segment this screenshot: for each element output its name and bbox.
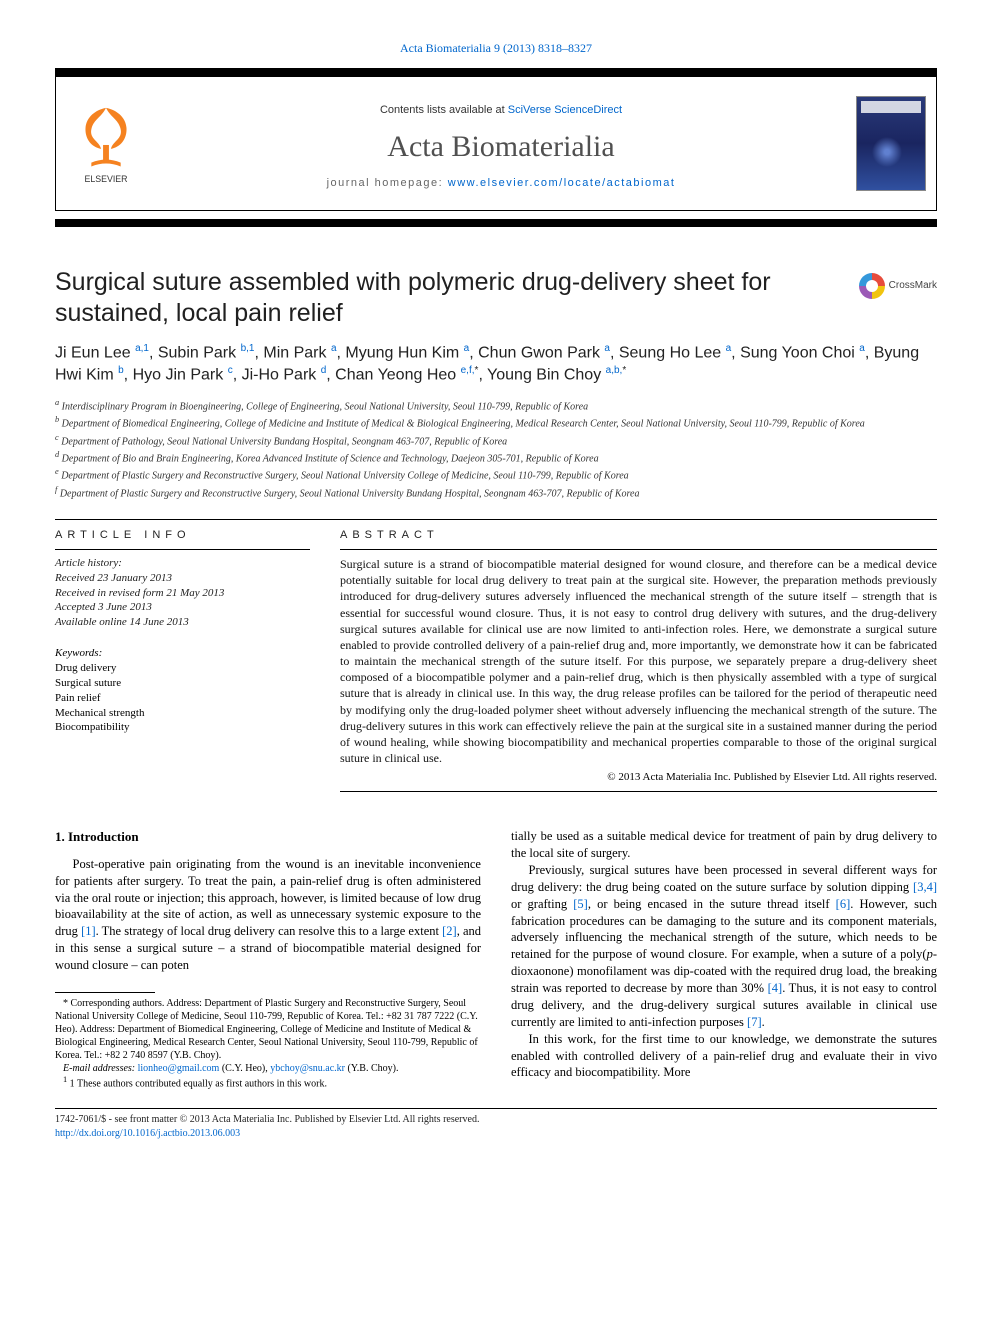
footnote-rule [55, 992, 155, 993]
keyword-item: Surgical suture [55, 676, 310, 691]
contents-prefix: Contents lists available at [380, 104, 508, 116]
article-title: Surgical suture assembled with polymeric… [55, 267, 859, 330]
section-1-heading: 1. Introduction [55, 828, 481, 846]
email-link-1[interactable]: lionheo@gmail.com [138, 1063, 220, 1074]
abstract-copyright: © 2013 Acta Materialia Inc. Published by… [340, 770, 937, 785]
body-paragraph: Post-operative pain originating from the… [55, 856, 481, 974]
bibliographic-reference: Acta Biomaterialia 9 (2013) 8318–8327 [55, 40, 937, 56]
divider [55, 549, 310, 550]
affiliation-item: c Department of Pathology, Seoul Nationa… [55, 432, 937, 449]
elsevier-logo-icon: ELSEVIER [71, 100, 141, 188]
email-who-1: (C.Y. Heo), [219, 1063, 270, 1074]
affiliation-list: a Interdisciplinary Program in Bioengine… [55, 397, 937, 501]
article-info-column: ARTICLE INFO Article history: Received 2… [55, 528, 310, 798]
keyword-item: Drug delivery [55, 661, 310, 676]
keywords-label: Keywords: [55, 646, 310, 661]
abstract-text: Surgical suture is a strand of biocompat… [340, 556, 937, 766]
email-line: E-mail addresses: lionheo@gmail.com (C.Y… [55, 1062, 481, 1075]
journal-link[interactable]: Acta Biomaterialia 9 (2013) 8318–8327 [400, 41, 592, 55]
doi-link[interactable]: http://dx.doi.org/10.1016/j.actbio.2013.… [55, 1128, 240, 1139]
affiliation-item: a Interdisciplinary Program in Bioengine… [55, 397, 937, 414]
crossmark-icon [859, 273, 885, 299]
keywords-list: Drug deliverySurgical suturePain reliefM… [55, 661, 310, 735]
history-item: Available online 14 June 2013 [55, 615, 310, 630]
homepage-prefix: journal homepage: [327, 177, 448, 189]
keyword-item: Biocompatibility [55, 720, 310, 735]
author-list: Ji Eun Lee a,1, Subin Park b,1, Min Park… [55, 342, 937, 387]
keyword-item: Mechanical strength [55, 706, 310, 721]
article-history: Article history: Received 23 January 201… [55, 556, 310, 630]
affiliation-item: d Department of Bio and Brain Engineerin… [55, 449, 937, 466]
abstract-heading: ABSTRACT [340, 528, 937, 543]
header-bottom-bar [55, 219, 937, 227]
history-item: Accepted 3 June 2013 [55, 600, 310, 615]
divider [340, 791, 937, 792]
body-paragraph: In this work, for the first time to our … [511, 1031, 937, 1082]
keyword-item: Pain relief [55, 691, 310, 706]
affiliation-item: e Department of Plastic Surgery and Reco… [55, 466, 937, 483]
body-paragraph: Previously, surgical sutures have been p… [511, 862, 937, 1031]
divider [340, 549, 937, 550]
history-item: Received in revised form 21 May 2013 [55, 586, 310, 601]
divider [55, 519, 937, 520]
history-label: Article history: [55, 556, 310, 571]
publisher-logo-cell: ELSEVIER [56, 77, 156, 210]
email-link-2[interactable]: ybchoy@snu.ac.kr [270, 1063, 345, 1074]
journal-cover-icon [856, 96, 926, 191]
article-body: 1. Introduction Post-operative pain orig… [55, 828, 937, 1090]
affiliation-item: f Department of Plastic Surgery and Reco… [55, 484, 937, 501]
contents-lists-line: Contents lists available at SciVerse Sci… [380, 103, 622, 118]
crossmark-label: CrossMark [889, 279, 937, 293]
sciencedirect-link[interactable]: SciVerse ScienceDirect [508, 104, 622, 116]
email-label: E-mail addresses: [63, 1063, 138, 1074]
corresponding-author-note: * Corresponding authors. Address: Depart… [55, 997, 481, 1062]
page-footer: 1742-7061/$ - see front matter © 2013 Ac… [55, 1108, 937, 1140]
abstract-column: ABSTRACT Surgical suture is a strand of … [340, 528, 937, 798]
crossmark-badge[interactable]: CrossMark [859, 273, 937, 299]
history-item: Received 23 January 2013 [55, 571, 310, 586]
journal-homepage-line: journal homepage: www.elsevier.com/locat… [327, 176, 676, 191]
affiliation-item: b Department of Biomedical Engineering, … [55, 414, 937, 431]
cover-thumb-cell [846, 77, 936, 210]
svg-text:ELSEVIER: ELSEVIER [84, 174, 127, 184]
journal-name: Acta Biomaterialia [387, 127, 614, 168]
header-top-bar [55, 68, 937, 76]
article-info-heading: ARTICLE INFO [55, 528, 310, 543]
email-who-2: (Y.B. Choy). [345, 1063, 398, 1074]
footnotes: * Corresponding authors. Address: Depart… [55, 997, 481, 1090]
body-paragraph-cont: tially be used as a suitable medical dev… [511, 828, 937, 862]
footer-line-1: 1742-7061/$ - see front matter © 2013 Ac… [55, 1113, 937, 1127]
homepage-link[interactable]: www.elsevier.com/locate/actabiomat [448, 177, 676, 189]
journal-header: ELSEVIER Contents lists available at Sci… [55, 76, 937, 211]
equal-contribution-note: 1 1 These authors contributed equally as… [55, 1075, 481, 1090]
